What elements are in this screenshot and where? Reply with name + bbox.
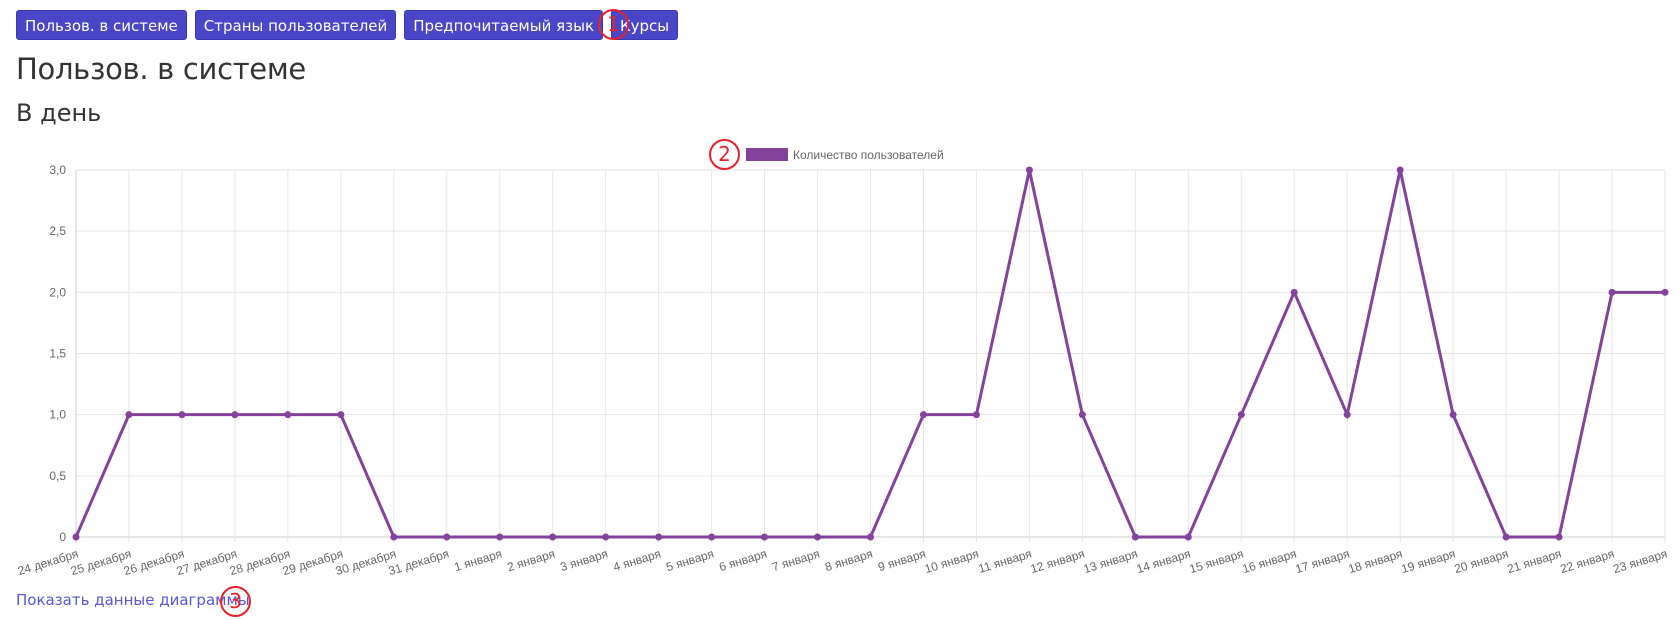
x-tick-label: 1 января — [453, 546, 504, 574]
data-point — [231, 411, 239, 419]
y-tick-label: 2,0 — [49, 285, 66, 299]
x-tick-label: 18 января — [1347, 546, 1404, 576]
data-point — [602, 533, 610, 541]
x-tick-label: 2 января — [506, 546, 557, 574]
data-point — [1184, 533, 1192, 541]
x-tick-label: 20 января — [1453, 546, 1510, 576]
x-tick-label: 7 января — [770, 546, 821, 574]
data-point — [1025, 166, 1033, 174]
data-point — [972, 411, 980, 419]
legend-label: Количество пользователей — [793, 148, 944, 162]
x-tick-label: 25 декабря — [69, 546, 133, 578]
x-tick-label: 13 января — [1082, 546, 1139, 576]
period-title: В день — [16, 99, 102, 127]
tab-preferred-language[interactable]: Предпочитаемый язык — [404, 10, 603, 40]
data-point — [496, 533, 504, 541]
y-tick-label: 1,0 — [49, 408, 66, 422]
data-point — [1502, 533, 1510, 541]
legend-swatch — [746, 148, 788, 161]
data-point — [390, 533, 398, 541]
tab-user-countries[interactable]: Страны пользователей — [194, 10, 397, 40]
y-tick-label: 3,0 — [49, 163, 66, 177]
data-point — [125, 411, 133, 419]
x-tick-label: 19 января — [1400, 546, 1457, 576]
annotation-marker-2: 2 — [709, 139, 740, 170]
data-point — [1661, 288, 1669, 296]
data-point — [1555, 533, 1563, 541]
data-point — [1449, 411, 1457, 419]
page-title: Пользов. в системе — [16, 52, 306, 86]
y-tick-label: 1,5 — [49, 347, 66, 361]
data-point — [549, 533, 557, 541]
x-tick-label: 28 декабря — [228, 546, 292, 578]
x-tick-label: 30 декабря — [334, 546, 398, 578]
y-tick-label: 2,5 — [49, 224, 66, 238]
y-tick-label: 0 — [59, 530, 66, 544]
x-tick-label: 31 декабря — [387, 546, 451, 578]
data-point — [867, 533, 874, 541]
data-point — [1608, 288, 1616, 296]
x-tick-label: 23 января — [1611, 546, 1668, 576]
x-tick-label: 3 января — [559, 546, 610, 574]
x-tick-label: 10 января — [923, 546, 980, 576]
data-point — [337, 411, 345, 419]
x-tick-label: 17 января — [1294, 546, 1351, 576]
x-tick-label: 14 января — [1135, 546, 1192, 576]
x-tick-label: 11 января — [977, 546, 1034, 575]
annotation-marker-3: 3 — [220, 586, 251, 617]
data-point — [178, 411, 186, 419]
data-point — [1237, 411, 1245, 419]
x-tick-label: 9 января — [876, 546, 927, 574]
x-tick-label: 8 января — [823, 546, 874, 574]
y-tick-label: 0,5 — [49, 469, 66, 483]
x-tick-label: 29 декабря — [281, 546, 345, 578]
x-tick-label: 26 декабря — [122, 546, 186, 578]
data-point — [443, 533, 451, 541]
x-tick-label: 6 января — [717, 546, 768, 574]
data-point — [814, 533, 822, 541]
x-tick-label: 16 января — [1241, 546, 1298, 576]
data-point — [1078, 411, 1086, 419]
x-tick-label: 12 января — [1029, 546, 1086, 576]
x-tick-label: 4 января — [611, 546, 662, 574]
data-point — [1343, 411, 1351, 419]
data-point — [72, 533, 80, 541]
data-point — [1131, 533, 1139, 541]
x-tick-label: 21 января — [1506, 546, 1563, 576]
report-tabs: Пользов. в системе Страны пользователей … — [16, 10, 679, 40]
data-point — [1396, 166, 1404, 174]
tab-users-online[interactable]: Пользов. в системе — [16, 10, 187, 40]
data-point — [284, 411, 292, 419]
data-point — [1290, 288, 1298, 296]
x-tick-label: 22 января — [1558, 546, 1615, 576]
x-tick-label: 24 декабря — [16, 546, 80, 578]
data-point — [761, 533, 769, 541]
x-tick-label: 27 декабря — [175, 546, 239, 578]
x-tick-label: 15 января — [1188, 546, 1245, 576]
show-chart-data-link[interactable]: Показать данные диаграммы — [16, 591, 250, 609]
annotation-marker-1: 1 — [598, 9, 629, 40]
data-point — [919, 411, 927, 419]
x-tick-label: 5 января — [664, 546, 715, 574]
data-point — [655, 533, 663, 541]
data-point — [708, 533, 716, 541]
